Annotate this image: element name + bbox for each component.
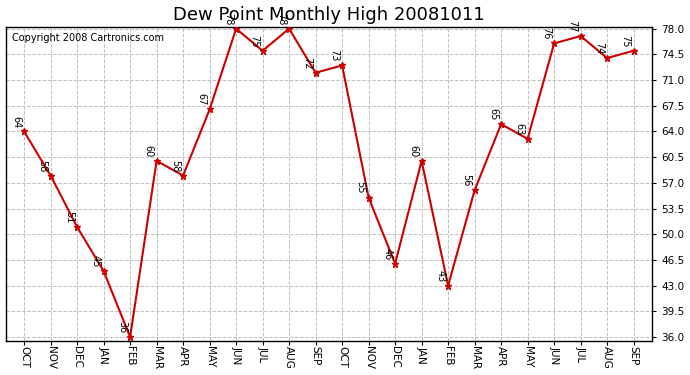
Text: 45: 45: [90, 255, 101, 267]
Text: 43: 43: [435, 270, 445, 282]
Text: 64: 64: [11, 116, 21, 128]
Text: 58: 58: [170, 159, 180, 172]
Text: 60: 60: [408, 145, 419, 157]
Text: 73: 73: [329, 50, 339, 62]
Text: 78: 78: [276, 13, 286, 25]
Text: 46: 46: [382, 248, 392, 260]
Title: Dew Point Monthly High 20081011: Dew Point Monthly High 20081011: [173, 6, 484, 24]
Text: 75: 75: [621, 34, 631, 47]
Text: 60: 60: [144, 145, 154, 157]
Text: 63: 63: [515, 123, 524, 135]
Text: 55: 55: [355, 182, 366, 194]
Text: 56: 56: [462, 174, 472, 187]
Text: 74: 74: [594, 42, 604, 54]
Text: 51: 51: [64, 211, 74, 223]
Text: 67: 67: [197, 93, 207, 106]
Text: 58: 58: [38, 159, 48, 172]
Text: 72: 72: [303, 57, 313, 69]
Text: 77: 77: [568, 20, 578, 32]
Text: 78: 78: [223, 13, 233, 25]
Text: Copyright 2008 Cartronics.com: Copyright 2008 Cartronics.com: [12, 33, 164, 43]
Text: 36: 36: [117, 321, 127, 333]
Text: 65: 65: [488, 108, 498, 120]
Text: 75: 75: [250, 34, 259, 47]
Text: 76: 76: [541, 27, 551, 40]
